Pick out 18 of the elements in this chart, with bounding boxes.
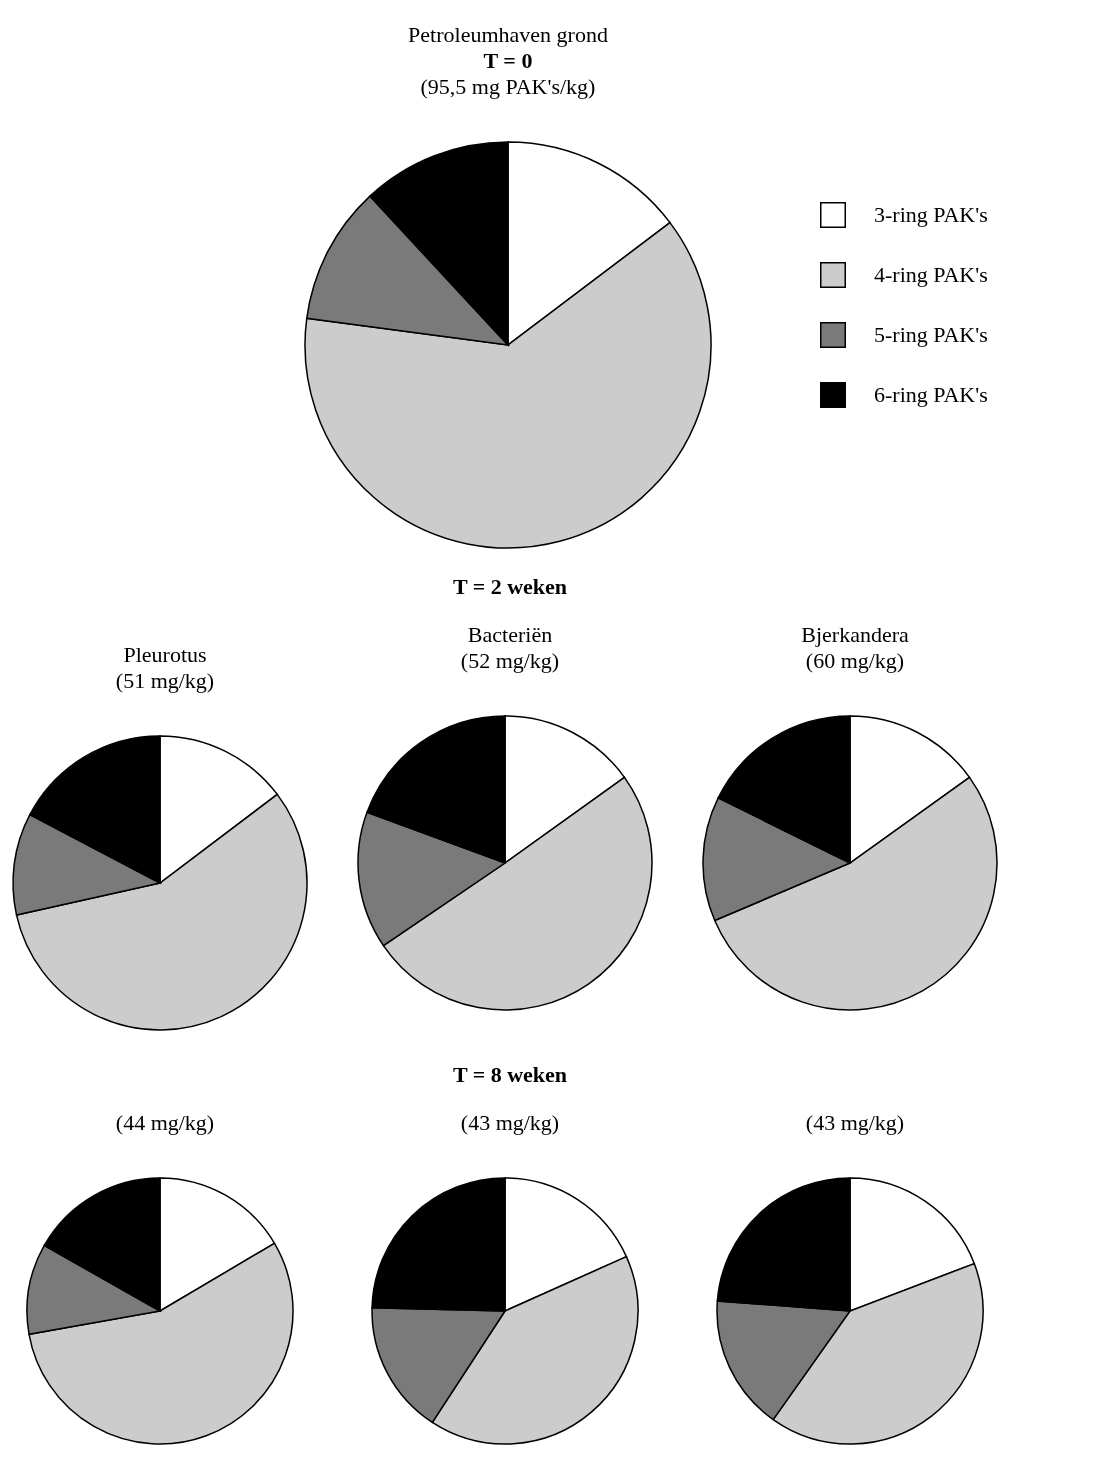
chart-subtitle: (44 mg/kg) <box>115 1110 215 1135</box>
chart-title: Petroleumhaven grond <box>408 22 608 47</box>
chart-title: Pleurotus <box>123 642 207 667</box>
chart-subtitle: (52 mg/kg) <box>460 648 560 673</box>
chart-title: Bacteriën <box>467 622 553 647</box>
chart-subtitle: (60 mg/kg) <box>805 648 905 673</box>
legend-label: 3-ring PAK's <box>874 202 988 227</box>
legend-label: 5-ring PAK's <box>874 322 988 347</box>
legend-label: 6-ring PAK's <box>874 382 988 407</box>
chart-subtitle: T = 0 <box>483 48 533 73</box>
text: T = 8 weken <box>452 1062 568 1087</box>
legend-label: 4-ring PAK's <box>874 262 988 287</box>
chart-subtitle: (43 mg/kg) <box>460 1110 560 1135</box>
chart-title: Bjerkandera <box>801 622 909 647</box>
text: T = 2 weken <box>452 574 568 599</box>
chart-subtitle: (43 mg/kg) <box>805 1110 905 1135</box>
text: (95,5 mg PAK's/kg) <box>420 74 596 99</box>
chart-subtitle: (51 mg/kg) <box>115 668 215 693</box>
